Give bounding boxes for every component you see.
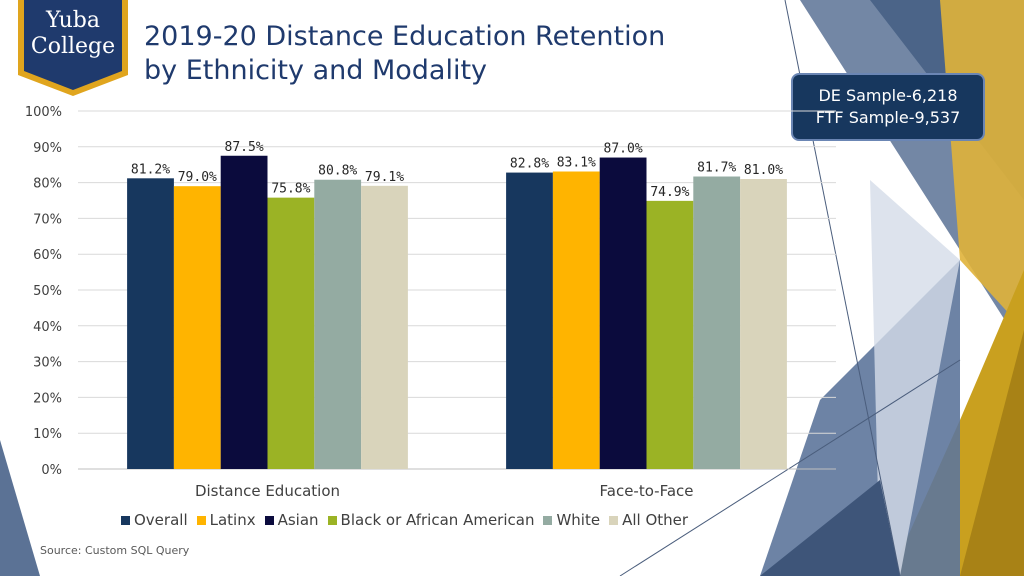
sample-de: DE Sample-6,218	[818, 86, 958, 105]
legend-label: Black or African American	[340, 511, 535, 529]
legend-item: All Other	[609, 511, 688, 529]
page-title: 2019-20 Distance Education Retention by …	[144, 20, 665, 88]
logo-line2: College	[30, 34, 116, 59]
y-tick-label: 80%	[33, 177, 62, 192]
legend-item: Latinx	[196, 511, 256, 529]
bar	[552, 171, 600, 469]
legend-swatch	[543, 515, 553, 525]
legend-swatch	[264, 515, 274, 525]
legend-swatch	[609, 515, 619, 525]
data-label: 79.1%	[365, 170, 404, 185]
y-tick-label: 30%	[33, 356, 62, 371]
y-tick-label: 50%	[33, 284, 62, 299]
title-line1: 2019-20 Distance Education Retention	[144, 21, 666, 52]
data-label: 81.0%	[744, 163, 783, 178]
legend-label: Overall	[134, 511, 188, 529]
data-label: 81.2%	[131, 162, 170, 177]
legend-label: Latinx	[209, 511, 256, 529]
legend-swatch	[196, 515, 206, 525]
y-tick-label: 10%	[33, 427, 62, 442]
y-tick-label: 0%	[41, 463, 62, 478]
bar	[740, 179, 787, 469]
legend-swatch	[121, 515, 130, 525]
data-label: 82.8%	[510, 157, 549, 172]
bar	[361, 185, 408, 469]
bar	[173, 186, 221, 469]
data-label: 83.1%	[557, 156, 596, 171]
bar	[314, 179, 362, 469]
y-tick-label: 100%	[25, 105, 62, 120]
legend-label: White	[556, 511, 601, 529]
bar	[693, 176, 741, 470]
legend-item: White	[543, 511, 600, 529]
bar	[599, 157, 647, 470]
data-label: 80.8%	[318, 164, 357, 179]
bar	[646, 200, 694, 469]
sample-ftf: FTF Sample-9,537	[815, 108, 961, 127]
y-tick-label: 20%	[33, 391, 62, 406]
x-category-label: Face-to-Face	[600, 482, 694, 500]
y-tick-label: 60%	[33, 248, 62, 263]
y-tick-label: 70%	[33, 212, 62, 227]
title-line2: by Ethnicity and Modality	[144, 55, 488, 86]
legend-item: Asian	[264, 511, 319, 529]
legend-item: Overall	[121, 511, 188, 529]
college-logo	[18, 0, 128, 96]
legend-swatch	[327, 515, 337, 525]
data-label: 75.8%	[271, 182, 310, 197]
source-note: Source: Custom SQL Query	[40, 544, 190, 557]
data-label: 81.7%	[697, 161, 736, 176]
data-label: 87.0%	[604, 142, 643, 157]
y-tick-label: 90%	[33, 141, 62, 156]
legend-label: All Other	[622, 511, 689, 529]
logo-text: Yuba College	[18, 4, 128, 58]
chart-legend: Overall Latinx Asian Black or African Ameri…	[121, 511, 697, 529]
legend-item: Black or African American	[327, 511, 535, 529]
legend-label: Asian	[277, 511, 319, 529]
y-tick-label: 40%	[33, 320, 62, 335]
bar	[220, 155, 268, 469]
bar	[506, 172, 553, 470]
x-category-label: Distance Education	[195, 482, 340, 500]
sample-size-box: DE Sample-6,218 FTF Sample-9,537	[791, 73, 985, 141]
logo-line1: Yuba	[46, 8, 100, 33]
data-label: 79.0%	[178, 170, 217, 185]
data-label: 87.5%	[225, 140, 264, 155]
bar	[127, 178, 174, 469]
bar	[267, 197, 315, 470]
data-label: 74.9%	[650, 185, 689, 200]
